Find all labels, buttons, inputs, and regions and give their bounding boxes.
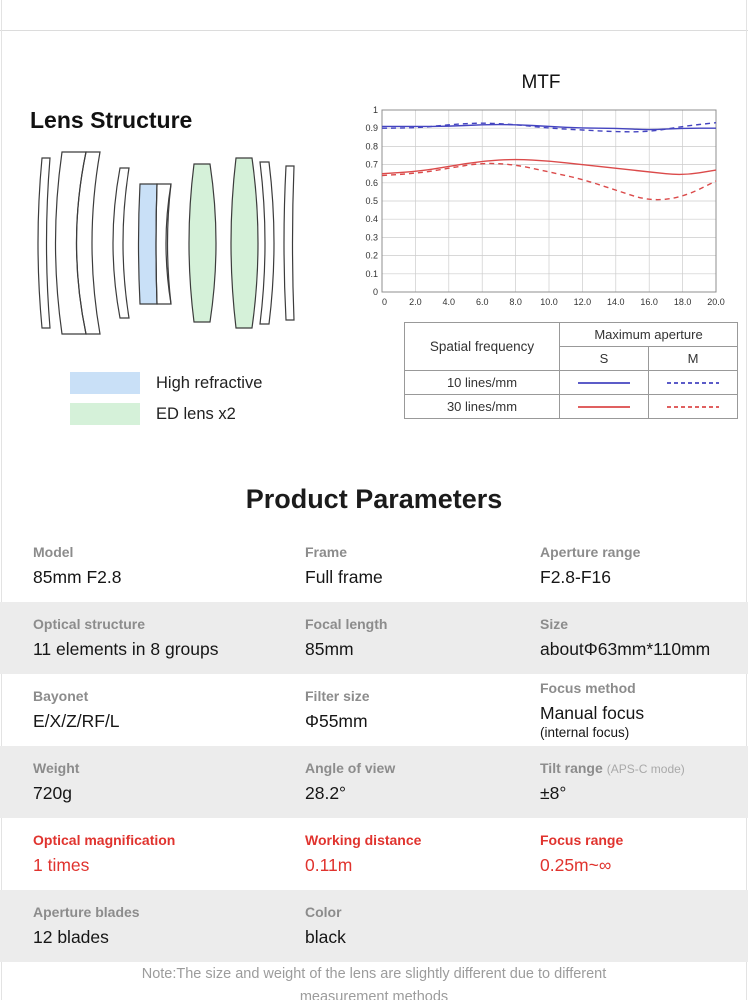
svg-text:1: 1 xyxy=(373,105,378,115)
column-m-header: M xyxy=(648,346,738,371)
param-color: Color black xyxy=(305,904,346,948)
svg-text:0.3: 0.3 xyxy=(365,232,378,242)
svg-text:2.0: 2.0 xyxy=(409,297,422,307)
dashed-line-sample xyxy=(667,381,719,384)
ed-lens-swatch xyxy=(70,403,140,425)
svg-text:18.0: 18.0 xyxy=(674,297,692,307)
svg-text:4.0: 4.0 xyxy=(443,297,456,307)
legend-label: High refractive xyxy=(156,373,263,392)
mtf-legend-table: Spatial frequency Maximum aperture S M 1… xyxy=(404,322,738,419)
footnote: Note:The size and weight of the lens are… xyxy=(141,966,607,982)
footnote-clipped: measurement methods xyxy=(299,989,449,1000)
legend-ed-lens: ED lens x2 xyxy=(70,403,262,425)
param-row: Optical structure 11 elements in 8 group… xyxy=(0,602,748,674)
row-10-lines-label: 10 lines/mm xyxy=(404,370,560,395)
param-row: Aperture blades 12 blades Color black xyxy=(0,890,748,962)
lens-structure-diagram xyxy=(37,151,295,335)
param-row: Model 85mm F2.8 Frame Full frame Apertur… xyxy=(0,530,748,602)
solid-line-sample xyxy=(578,381,630,384)
right-border xyxy=(746,0,747,1000)
spatial-frequency-header: Spatial frequency xyxy=(404,322,560,371)
param-focus-method: Focus method Manual focus (internal focu… xyxy=(540,680,645,740)
param-focal-length: Focal length 85mm xyxy=(305,616,388,660)
svg-text:0.5: 0.5 xyxy=(365,196,378,206)
param-working-distance: Working distance 0.11m xyxy=(305,832,422,876)
svg-text:0.4: 0.4 xyxy=(365,214,378,224)
dashed-line-sample xyxy=(667,405,719,408)
legend-high-refractive: High refractive xyxy=(70,372,262,394)
lens-element xyxy=(259,161,275,325)
param-aperture-range: Aperture range F2.8-F16 xyxy=(540,544,641,588)
solid-line-sample xyxy=(578,405,630,408)
param-row: Bayonet E/X/Z/RF/L Filter size Φ55mm Foc… xyxy=(0,674,748,746)
svg-text:0.6: 0.6 xyxy=(365,178,378,188)
ed-lens-element-1 xyxy=(188,163,217,323)
param-tilt-range: Tilt range (APS-C mode) ±8° xyxy=(540,760,685,804)
column-s-header: S xyxy=(559,346,649,371)
mtf-chart: 0 0.1 0.2 0.3 0.4 0.5 0.6 0.7 0.8 0.9 1 0 2.0 4.0 6.0 8… xyxy=(365,105,725,307)
table-row: 10 lines/mm xyxy=(404,370,738,395)
param-row: Optical magnification 1 times Working di… xyxy=(0,818,748,890)
svg-text:14.0: 14.0 xyxy=(607,297,625,307)
param-optical-structure: Optical structure 11 elements in 8 group… xyxy=(33,616,219,660)
param-weight: Weight 720g xyxy=(33,760,80,804)
lens-element xyxy=(75,151,101,335)
table-row: 30 lines/mm xyxy=(404,394,738,419)
svg-text:0.1: 0.1 xyxy=(365,269,378,279)
svg-text:6.0: 6.0 xyxy=(476,297,489,307)
param-focus-range: Focus range 0.25m~∞ xyxy=(540,832,624,876)
svg-text:20.0: 20.0 xyxy=(707,297,725,307)
product-parameters-title: Product Parameters xyxy=(245,484,503,515)
param-aperture-blades: Aperture blades 12 blades xyxy=(33,904,140,948)
parameters-grid: Model 85mm F2.8 Frame Full frame Apertur… xyxy=(0,530,748,962)
svg-text:10.0: 10.0 xyxy=(540,297,558,307)
row-30-lines-label: 30 lines/mm xyxy=(404,394,560,419)
svg-text:0.8: 0.8 xyxy=(365,141,378,151)
lens-element xyxy=(112,167,130,319)
legend-label: ED lens x2 xyxy=(156,404,236,423)
svg-text:0.7: 0.7 xyxy=(365,160,378,170)
param-angle-of-view: Angle of view 28.2° xyxy=(305,760,396,804)
param-frame: Frame Full frame xyxy=(305,544,383,588)
top-divider xyxy=(0,30,748,31)
lens-legend: High refractive ED lens x2 xyxy=(70,372,262,434)
param-size: Size aboutΦ63mm*110mm xyxy=(540,616,711,660)
param-optical-magnification: Optical magnification 1 times xyxy=(33,832,176,876)
lens-cement-line xyxy=(166,183,172,305)
lens-structure-title: Lens Structure xyxy=(30,107,193,134)
lens-element xyxy=(37,157,51,329)
ed-lens-element-2 xyxy=(230,157,259,329)
left-border xyxy=(1,0,2,1000)
param-filter-size: Filter size Φ55mm xyxy=(305,688,370,732)
svg-text:12.0: 12.0 xyxy=(574,297,592,307)
lens-element xyxy=(283,165,295,321)
svg-text:0.2: 0.2 xyxy=(365,251,378,261)
svg-text:0.9: 0.9 xyxy=(365,123,378,133)
svg-text:8.0: 8.0 xyxy=(509,297,522,307)
param-model: Model 85mm F2.8 xyxy=(33,544,122,588)
maximum-aperture-header: Maximum aperture xyxy=(559,322,738,347)
high-refractive-swatch xyxy=(70,372,140,394)
mtf-chart-title: MTF xyxy=(521,72,561,93)
svg-text:0: 0 xyxy=(382,297,387,307)
param-row: Weight 720g Angle of view 28.2° Tilt ran… xyxy=(0,746,748,818)
svg-text:0: 0 xyxy=(373,287,378,297)
high-refractive-element xyxy=(137,183,158,305)
param-bayonet: Bayonet E/X/Z/RF/L xyxy=(33,688,120,732)
svg-text:16.0: 16.0 xyxy=(640,297,658,307)
